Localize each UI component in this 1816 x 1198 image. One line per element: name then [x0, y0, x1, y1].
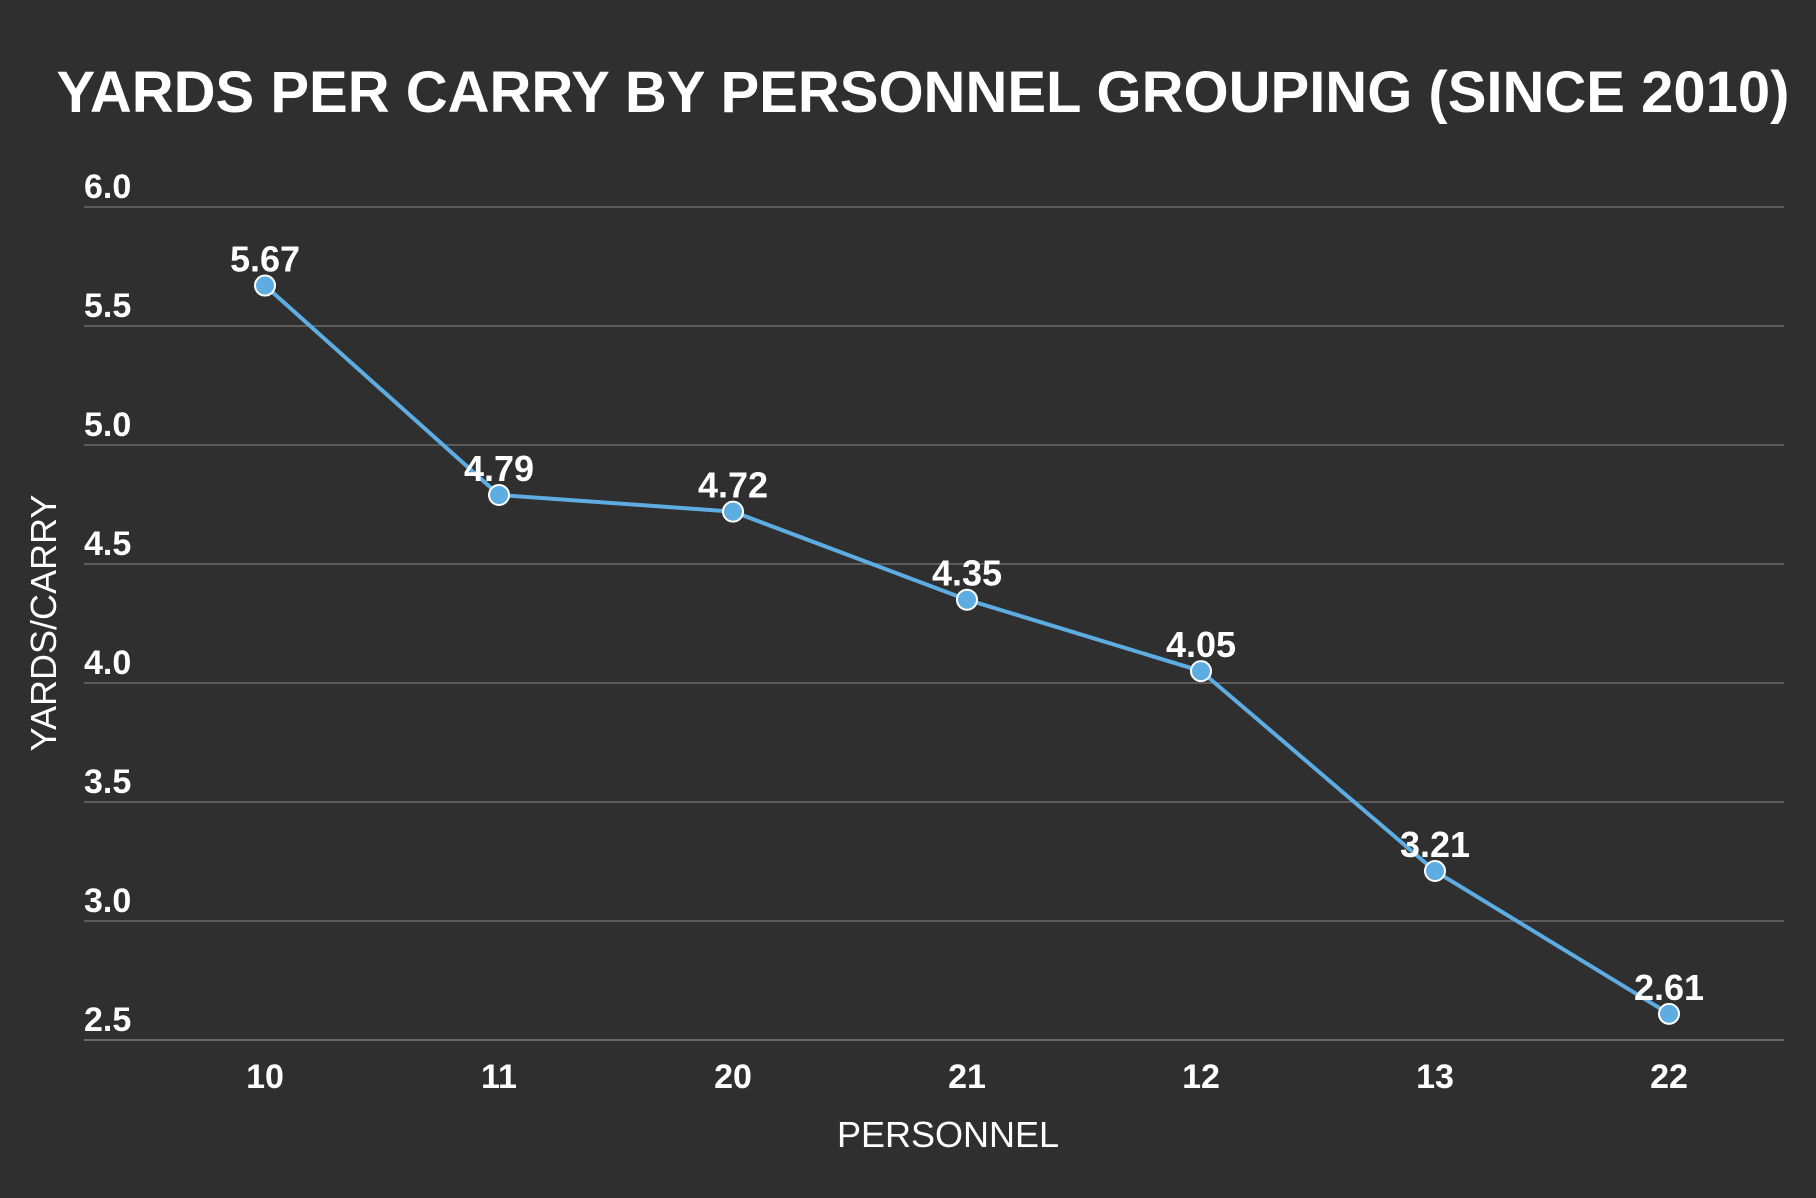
y-tick-label: 4.5 [84, 525, 131, 563]
data-label: 3.21 [1400, 824, 1470, 865]
data-point [254, 274, 276, 297]
data-labels: 5.67 4.79 4.72 4.35 4.05 3.21 2.61 [230, 239, 1704, 1008]
x-tick-label: 21 [948, 1058, 986, 1096]
x-tick-label: 10 [246, 1058, 284, 1096]
data-label: 4.79 [464, 448, 534, 489]
data-label: 5.67 [230, 239, 300, 280]
y-axis-label: YARDS/CARRY [23, 495, 64, 752]
gridlines [84, 206, 1784, 1041]
data-point [1424, 860, 1446, 883]
x-tick-label: 20 [714, 1058, 752, 1096]
series-group [254, 274, 1680, 1025]
x-tick-label: 11 [481, 1058, 517, 1096]
y-tick-label: 5.5 [84, 287, 131, 325]
data-point [722, 500, 744, 523]
data-label: 2.61 [1634, 967, 1704, 1008]
x-tick-label: 12 [1182, 1058, 1220, 1096]
x-tick-label: 13 [1416, 1058, 1454, 1096]
y-tick-label: 5.0 [84, 406, 131, 444]
data-label: 4.72 [698, 465, 768, 506]
x-tick-label: 22 [1650, 1058, 1688, 1096]
y-tick-label: 2.5 [84, 1001, 131, 1039]
x-tick-labels: 10 11 20 21 12 13 22 [246, 1058, 1688, 1096]
data-label: 4.05 [1166, 624, 1236, 665]
y-tick-label: 3.0 [84, 882, 131, 920]
data-point [956, 588, 978, 611]
y-tick-labels: 2.5 3.0 3.5 4.0 4.5 5.0 5.5 6.0 [84, 168, 131, 1039]
y-tick-label: 3.5 [84, 763, 131, 801]
x-axis-label: PERSONNEL [837, 1114, 1059, 1155]
data-point [1190, 660, 1212, 683]
data-point [488, 483, 510, 506]
data-point [1658, 1002, 1680, 1025]
chart-title: YARDS PER CARRY BY PERSONNEL GROUPING (S… [57, 60, 1790, 125]
data-label: 4.35 [932, 553, 1002, 594]
y-tick-label: 4.0 [84, 644, 131, 682]
y-tick-label: 6.0 [84, 168, 131, 206]
